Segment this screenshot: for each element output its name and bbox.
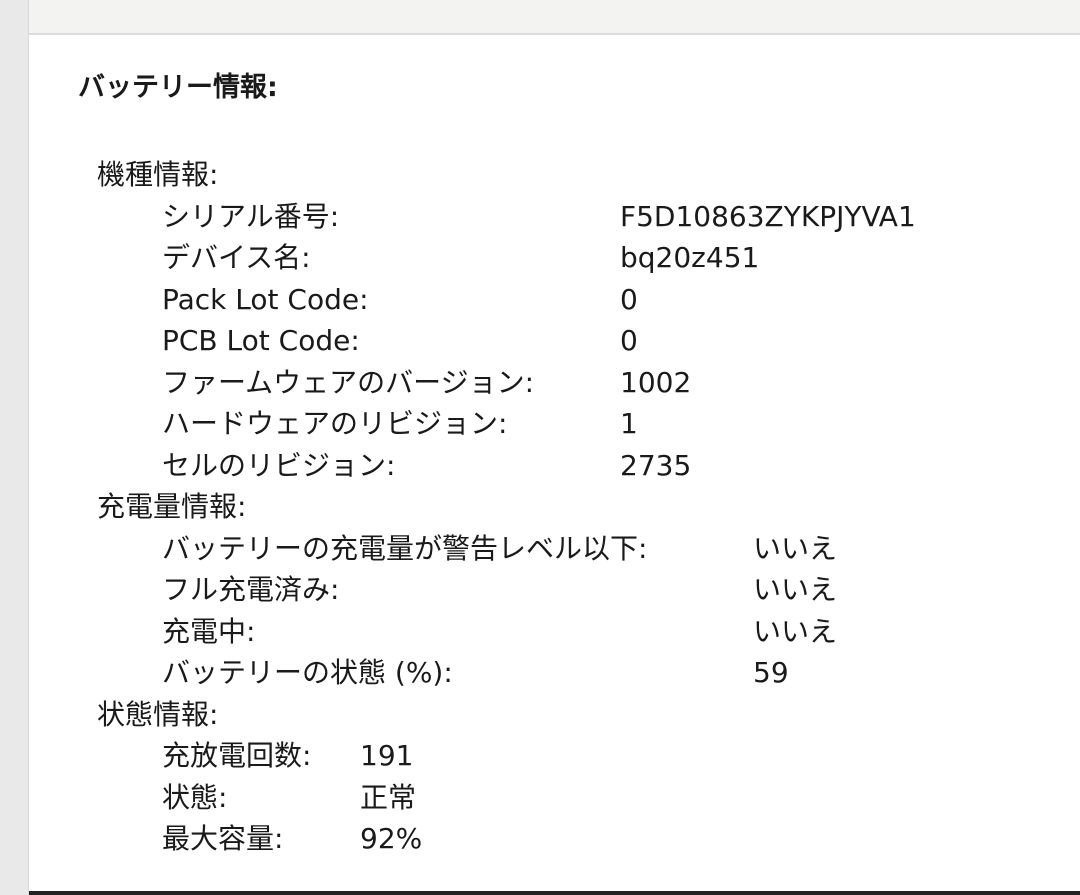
field-label: 充電中: <box>162 614 256 648</box>
field-label: PCB Lot Code: <box>162 324 360 357</box>
sidebar-edge <box>0 0 29 895</box>
section-header: 状態情報: <box>97 697 219 731</box>
field-label: セルのリビジョン: <box>162 448 396 482</box>
section-header: 機種情報: <box>97 158 219 191</box>
bottom-divider <box>29 891 1080 895</box>
field-value: いいえ <box>753 614 838 648</box>
field-label: ファームウェアのバージョン: <box>162 365 535 399</box>
field-value: いいえ <box>753 573 838 606</box>
field-label: Pack Lot Code: <box>162 282 369 316</box>
top-pane <box>29 0 1080 35</box>
field-label: 充放電回数: <box>162 739 312 772</box>
field-value: 正常 <box>360 780 417 814</box>
field-value: 191 <box>360 739 414 772</box>
field-label: バッテリーの充電量が警告レベル以下: <box>162 531 648 565</box>
field-label: シリアル番号: <box>162 199 340 233</box>
field-value: bq20z451 <box>620 241 760 274</box>
field-label: バッテリーの状態 (%): <box>162 656 453 689</box>
page-title: バッテリー情報: <box>78 72 278 103</box>
section-header: 充電量情報: <box>97 490 247 523</box>
field-value: 1002 <box>620 365 692 399</box>
field-label: フル充電済み: <box>162 573 340 606</box>
field-value: いいえ <box>753 531 838 565</box>
field-value: F5D10863ZYKPJYVA1 <box>620 199 916 233</box>
field-value: 0 <box>620 324 638 357</box>
field-value: 92% <box>360 822 423 855</box>
field-label: 最大容量: <box>162 822 284 855</box>
field-label: 状態: <box>162 780 228 814</box>
field-value: 1 <box>620 407 638 440</box>
field-label: デバイス名: <box>162 241 311 274</box>
field-label: ハードウェアのリビジョン: <box>162 407 508 440</box>
field-value: 59 <box>753 656 789 689</box>
field-value: 0 <box>620 282 638 316</box>
field-value: 2735 <box>620 448 692 482</box>
